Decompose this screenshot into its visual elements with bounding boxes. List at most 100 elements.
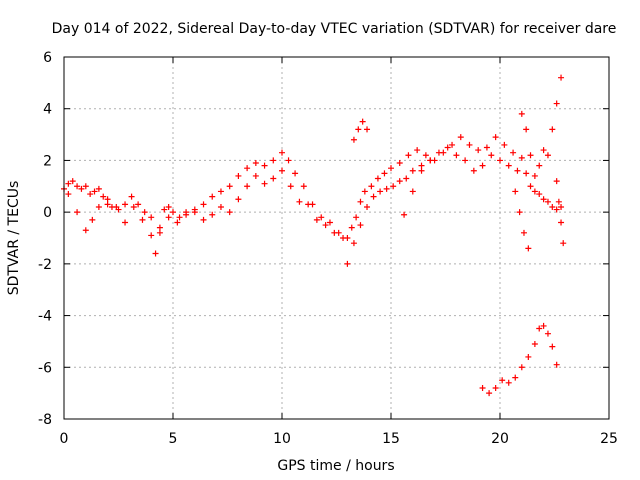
- series-trace-e: [401, 157, 434, 218]
- data-point: [217, 188, 224, 195]
- series-trace-d: [350, 118, 371, 143]
- data-point: [558, 74, 565, 81]
- data-point: [300, 183, 307, 190]
- data-point: [520, 229, 527, 236]
- data-point: [558, 219, 565, 226]
- series-trace-b: [65, 167, 347, 241]
- data-point: [492, 134, 499, 141]
- data-point: [427, 157, 434, 164]
- x-tick-label: 0: [60, 431, 69, 447]
- data-point: [141, 209, 148, 216]
- y-tick-label: 2: [43, 153, 52, 169]
- data-point: [139, 216, 146, 223]
- data-point: [191, 209, 198, 216]
- data-point: [510, 149, 517, 156]
- data-point: [449, 141, 456, 148]
- x-tick-labels: 0 5 10 15 20 25: [60, 431, 618, 447]
- data-point: [486, 390, 493, 397]
- data-point: [540, 147, 547, 154]
- data-point: [553, 100, 560, 107]
- data-point: [364, 203, 371, 210]
- data-point: [531, 341, 538, 348]
- data-point: [540, 322, 547, 329]
- data-point: [113, 203, 120, 210]
- data-point: [505, 162, 512, 169]
- data-point: [104, 201, 111, 208]
- data-points: [61, 74, 567, 397]
- data-point: [344, 260, 351, 267]
- data-point: [377, 188, 384, 195]
- data-point: [261, 180, 268, 187]
- data-point: [292, 170, 299, 177]
- data-point: [252, 172, 259, 179]
- x-tick-label: 15: [382, 431, 400, 447]
- data-point: [501, 141, 508, 148]
- data-point: [279, 149, 285, 156]
- data-point: [313, 216, 320, 223]
- plot-frame: [63, 56, 610, 420]
- data-point: [479, 384, 486, 391]
- data-point: [176, 214, 183, 221]
- data-point: [165, 214, 172, 221]
- data-point: [444, 144, 451, 151]
- x-tick-label: 20: [491, 431, 509, 447]
- data-point: [82, 227, 89, 234]
- data-point: [555, 198, 562, 205]
- data-point: [479, 162, 486, 169]
- data-point: [91, 188, 98, 195]
- data-point: [540, 196, 547, 203]
- data-point: [331, 229, 338, 236]
- data-point: [396, 160, 403, 167]
- data-point: [414, 147, 421, 154]
- x-tick-label: 5: [169, 431, 178, 447]
- data-point: [128, 193, 135, 200]
- data-point: [285, 157, 292, 164]
- data-point: [170, 209, 176, 216]
- y-tick-label: 4: [43, 102, 52, 118]
- data-point: [226, 183, 233, 190]
- data-point: [536, 191, 543, 198]
- data-point: [361, 188, 368, 195]
- data-point: [82, 183, 89, 190]
- chart-title: Day 014 of 2022, Sidereal Day-to-day VTE…: [52, 21, 617, 37]
- data-point: [359, 118, 366, 125]
- x-tick-label: 10: [273, 431, 291, 447]
- data-point: [483, 144, 490, 151]
- data-point: [396, 178, 403, 185]
- data-point: [401, 211, 408, 218]
- data-point: [100, 193, 107, 200]
- data-point: [244, 165, 251, 172]
- y-tick-label: 6: [43, 50, 52, 66]
- data-point: [357, 198, 364, 205]
- data-point: [305, 201, 312, 208]
- data-point: [457, 134, 464, 141]
- data-point: [462, 157, 469, 164]
- data-point: [549, 126, 556, 133]
- data-point: [553, 206, 560, 213]
- data-point: [549, 203, 556, 210]
- data-point: [390, 183, 397, 190]
- series-trace-a: [61, 134, 565, 257]
- data-point: [544, 152, 551, 159]
- y-tick-labels: -8 -6 -4 -2 0 2 4 6: [38, 50, 52, 428]
- data-point: [549, 343, 556, 350]
- series-trace-h: [553, 178, 567, 247]
- series-trace-g: [518, 74, 565, 179]
- data-point: [523, 126, 530, 133]
- data-point: [553, 361, 560, 368]
- data-point: [226, 209, 233, 216]
- data-point: [353, 214, 360, 221]
- data-point: [381, 170, 388, 177]
- data-point: [553, 178, 560, 185]
- data-point: [492, 384, 499, 391]
- data-point: [217, 203, 224, 210]
- data-point: [558, 203, 565, 210]
- y-axis-title: SDTVAR / TECUs: [6, 181, 22, 296]
- data-point: [364, 126, 371, 133]
- data-point: [518, 110, 525, 117]
- data-point: [270, 175, 277, 182]
- data-point: [209, 193, 216, 200]
- data-point: [531, 172, 538, 179]
- data-point: [409, 167, 416, 174]
- data-point: [235, 196, 242, 203]
